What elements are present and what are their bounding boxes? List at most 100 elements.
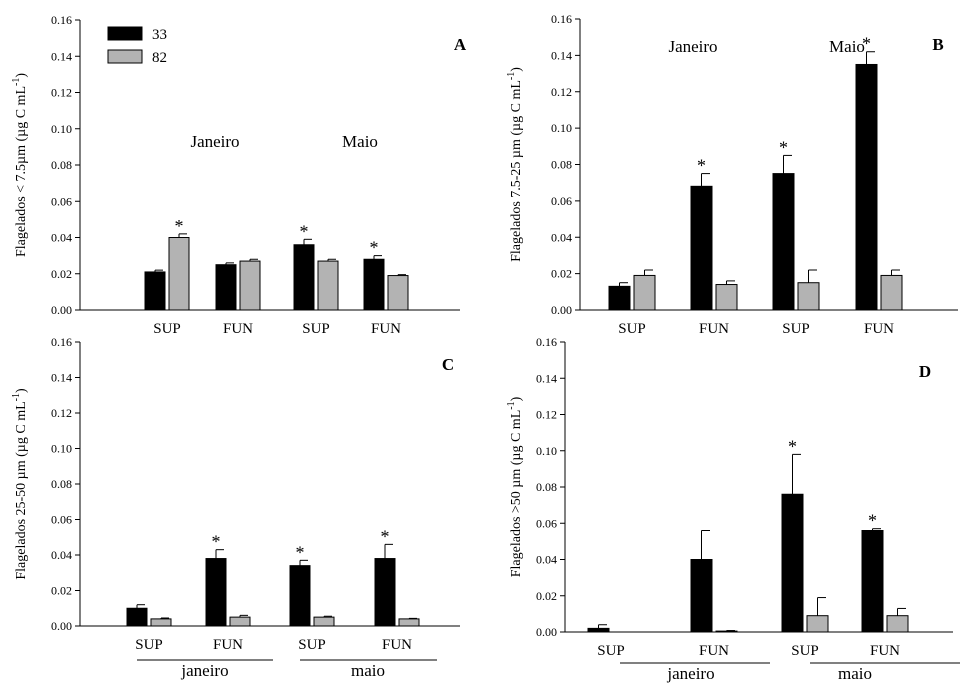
group-label: Janeiro [668, 37, 717, 56]
y-tick-label: 0.02 [536, 589, 557, 603]
legend-swatch-series-1 [107, 26, 143, 41]
significance-mark: * [296, 542, 305, 562]
chart-panel-b: 0.00 0.02 0.04 0.06 0.08 0.10 0.12 0.14 0.16 Flag… [506, 12, 958, 337]
y-tick-label: 0.02 [551, 267, 572, 281]
y-axis-label: Flagelados 25-50 µm (µg C mL-1) [11, 388, 29, 580]
bar-series-2 [715, 630, 738, 633]
y-tick-label: 0.14 [551, 48, 572, 62]
x-tick-label: FUN [864, 321, 894, 337]
y-tick-label: 0.10 [551, 121, 572, 135]
bar-series-1 [293, 244, 315, 311]
bar-series-2 [229, 616, 251, 627]
y-tick-label: 0.02 [51, 267, 72, 281]
legend-label-series-2: 82 [152, 50, 167, 66]
significance-mark: * [862, 34, 871, 54]
bar-series-1 [855, 63, 878, 311]
x-tick-label: SUP [302, 321, 330, 337]
y-tick-label: 0.14 [51, 49, 72, 63]
significance-mark: * [697, 156, 706, 176]
bar-series-2 [317, 260, 339, 311]
bar-series-1 [781, 493, 804, 633]
y-tick-label: 0.04 [551, 230, 572, 244]
bar-series-1 [772, 173, 795, 311]
bar-series-1 [126, 607, 148, 627]
group-label: Maio [342, 132, 378, 151]
y-tick-label: 0.02 [51, 584, 72, 598]
panel-letter: B [932, 35, 943, 54]
bar-series-2 [886, 615, 909, 633]
bar-series-2 [633, 274, 656, 311]
chart-panel-a: 0.00 0.02 0.04 0.06 0.08 0.10 0.12 0.14 0.16 Flag… [11, 13, 467, 337]
group-label: janeiro [180, 661, 228, 680]
significance-mark: * [381, 526, 390, 546]
bar-series-1 [215, 264, 237, 311]
y-tick-label: 0.00 [551, 303, 572, 317]
y-tick-label: 0.12 [51, 86, 72, 100]
x-tick-label: FUN [699, 643, 729, 659]
y-tick-label: 0.06 [51, 513, 72, 527]
x-tick-label: SUP [135, 637, 163, 653]
bar-series-1 [690, 185, 713, 311]
bar-series-2 [313, 616, 335, 627]
x-tick-label: SUP [153, 321, 181, 337]
y-tick-label: 0.10 [536, 444, 557, 458]
x-tick-label: FUN [223, 321, 253, 337]
significance-mark: * [300, 221, 309, 241]
legend: 33 82 [107, 26, 167, 66]
group-label: Janeiro [190, 132, 239, 151]
y-tick-label: 0.16 [51, 335, 72, 349]
y-tick-label: 0.10 [51, 442, 72, 456]
y-tick-label: 0.08 [536, 480, 557, 494]
y-tick-label: 0.14 [536, 371, 557, 385]
bar-series-2 [880, 274, 903, 311]
group-label: Maio [829, 37, 865, 56]
bar-series-2 [797, 282, 820, 311]
bar-series-1 [587, 627, 610, 633]
y-tick-label: 0.06 [51, 194, 72, 208]
bar-series-1 [374, 558, 396, 627]
bar-series-1 [205, 558, 227, 627]
y-axis-label: Flagelados < 7.5µm (µg C mL-1) [11, 73, 29, 257]
x-tick-label: SUP [298, 637, 326, 653]
y-tick-label: 0.12 [551, 85, 572, 99]
y-tick-label: 0.16 [551, 12, 572, 26]
y-tick-label: 0.16 [536, 335, 557, 349]
bar-series-2 [806, 615, 829, 633]
x-tick-label: FUN [870, 643, 900, 659]
y-tick-label: 0.12 [536, 408, 557, 422]
bar-series-1 [861, 530, 884, 633]
legend-label-series-1: 33 [152, 27, 167, 43]
bar-series-2 [715, 284, 738, 311]
x-tick-label: FUN [213, 637, 243, 653]
panel-letter: A [454, 35, 467, 54]
significance-mark: * [788, 436, 797, 456]
y-tick-label: 0.08 [551, 158, 572, 172]
y-tick-label: 0.00 [536, 625, 557, 639]
y-tick-label: 0.00 [51, 619, 72, 633]
bar-series-1 [690, 559, 713, 633]
legend-swatch-series-2 [107, 49, 143, 64]
y-tick-label: 0.04 [51, 548, 72, 562]
y-tick-label: 0.06 [551, 194, 572, 208]
bar-series-1 [289, 565, 311, 627]
significance-mark: * [779, 137, 788, 157]
bar-series-2 [150, 618, 172, 627]
panel-letter: D [919, 362, 931, 381]
y-tick-label: 0.10 [51, 122, 72, 136]
x-tick-label: SUP [791, 643, 819, 659]
y-tick-label: 0.06 [536, 516, 557, 530]
panel-letter: C [442, 355, 454, 374]
y-tick-label: 0.04 [51, 231, 72, 245]
y-tick-label: 0.08 [51, 158, 72, 172]
y-tick-label: 0.00 [51, 303, 72, 317]
group-label: janeiro [666, 664, 714, 683]
bar-series-1 [144, 271, 166, 311]
bar-series-2 [398, 618, 420, 627]
chart-panel-c: 0.00 0.02 0.04 0.06 0.08 0.10 0.12 0.14 0.16 Flag… [11, 335, 460, 680]
y-axis-label: Flagelados >50 µm (µg C mL-1) [506, 396, 524, 577]
y-tick-label: 0.04 [536, 553, 557, 567]
y-tick-label: 0.08 [51, 477, 72, 491]
x-tick-label: FUN [382, 637, 412, 653]
bar-series-2 [168, 237, 190, 311]
x-tick-label: SUP [618, 321, 646, 337]
